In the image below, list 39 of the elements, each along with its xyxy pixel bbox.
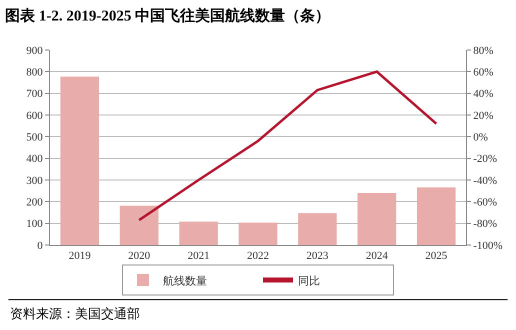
y2-tick-label: -40% xyxy=(473,174,498,187)
y2-tick-label: 40% xyxy=(473,88,494,100)
y-tick-label: 800 xyxy=(26,66,44,79)
y-tick-label: 300 xyxy=(26,174,44,187)
x-tick-label: 2022 xyxy=(247,250,269,262)
bar xyxy=(416,187,456,245)
y-tick-label: 900 xyxy=(26,44,44,57)
y-tick-label: 100 xyxy=(26,218,44,230)
chart-title: 图表 1-2. 2019-2025 中国飞往美国航线数量（条） xyxy=(5,6,330,24)
bar xyxy=(60,76,100,245)
x-tick-label: 2023 xyxy=(306,250,329,262)
y2-tick-label: -80% xyxy=(473,218,498,230)
y-tick-label: 700 xyxy=(26,88,44,100)
bar xyxy=(358,193,396,245)
y-tick-label: 500 xyxy=(26,132,44,144)
y-tick-label: 200 xyxy=(26,196,44,209)
legend-label: 航线数量 xyxy=(163,274,207,288)
bar xyxy=(238,222,278,245)
y-tick-label: 600 xyxy=(26,110,44,122)
y2-tick-label: 20% xyxy=(473,110,494,122)
bar xyxy=(179,222,218,245)
y2-tick-label: 0% xyxy=(473,132,488,144)
y2-tick-label: 60% xyxy=(473,66,494,79)
text: 资料来源：美国交通部 xyxy=(10,306,140,321)
bar xyxy=(120,206,158,245)
y-tick-label: 400 xyxy=(26,153,44,166)
y2-tick-label: -60% xyxy=(473,196,498,209)
x-tick-label: 2019 xyxy=(68,250,92,262)
y-tick-label: 0 xyxy=(37,240,44,252)
y2-tick-label: 80% xyxy=(473,44,494,57)
x-tick-label: 2024 xyxy=(366,250,388,262)
x-tick-label: 2020 xyxy=(128,250,151,262)
line-series xyxy=(138,70,438,222)
x-tick-label: 2021 xyxy=(188,250,210,262)
legend-label: 同比 xyxy=(298,274,320,288)
bar xyxy=(298,213,337,245)
y2-tick-label: -20% xyxy=(473,153,498,166)
y2-tick-label: -100% xyxy=(473,240,503,252)
x-tick-label: 2025 xyxy=(425,250,448,262)
